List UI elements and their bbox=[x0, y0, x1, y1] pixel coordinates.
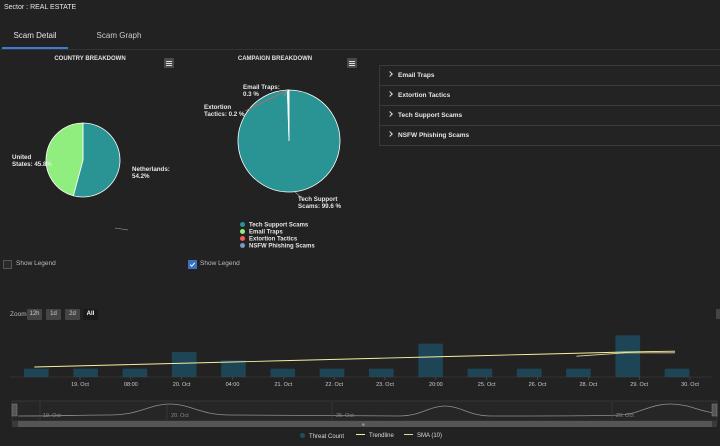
x-axis-tick-label: 21. Oct bbox=[274, 382, 292, 388]
zoom-1d-button[interactable]: 1d bbox=[46, 309, 61, 320]
zoom-2d-button[interactable]: 2d bbox=[65, 309, 80, 320]
chevron-right-icon bbox=[387, 71, 393, 77]
sector-title: Sector : REAL ESTATE bbox=[4, 4, 77, 11]
country-show-legend-label: Show Legend bbox=[16, 260, 56, 267]
accordion-item-extortion-tactics[interactable]: Extortion Tactics bbox=[380, 86, 720, 106]
x-axis-tick-label: 20:00 bbox=[429, 382, 443, 388]
tab-divider bbox=[0, 49, 720, 50]
export-menu-icon[interactable] bbox=[716, 309, 720, 319]
legend-line-icon bbox=[356, 434, 365, 435]
navigator-right-handle[interactable] bbox=[711, 403, 718, 417]
threat-count-bar[interactable] bbox=[270, 368, 296, 377]
country-chart-menu-icon[interactable] bbox=[164, 58, 174, 68]
x-axis-tick-label: 22. Oct bbox=[325, 382, 343, 388]
threat-count-bar[interactable] bbox=[566, 368, 591, 377]
extortion-connector bbox=[244, 90, 287, 112]
pie-slice-extortion-tactics[interactable] bbox=[287, 89, 290, 142]
sma-series bbox=[576, 352, 676, 357]
trendline-series bbox=[34, 350, 676, 368]
legend-dot-icon bbox=[240, 236, 245, 241]
accordion-item-email-traps[interactable]: Email Traps bbox=[380, 66, 720, 86]
zoom-label: Zoom bbox=[10, 311, 27, 318]
navigator-series bbox=[17, 403, 717, 417]
accordion-item-nsfw-phishing-scams[interactable]: NSFW Phishing Scams bbox=[380, 126, 720, 145]
threat-count-bar[interactable] bbox=[319, 368, 345, 377]
x-axis-tick-label: 19. Oct bbox=[71, 382, 89, 388]
label-email-traps: Email Traps: 0.3 % bbox=[243, 84, 280, 98]
tab-scam-detail[interactable]: Scam Detail bbox=[13, 31, 57, 40]
timeline-legend-threat-count[interactable]: Threat Count bbox=[300, 433, 344, 440]
legend-dot-icon bbox=[240, 229, 245, 234]
tab-scam-graph[interactable]: Scam Graph bbox=[96, 31, 142, 40]
campaign-pie-chart bbox=[237, 89, 341, 199]
x-axis-tick-label: 28. Oct bbox=[579, 382, 597, 388]
legend-item[interactable]: NSFW Phishing Scams bbox=[240, 243, 315, 250]
threat-count-bar[interactable] bbox=[369, 368, 394, 377]
campaign-breakdown-title: CAMPAIGN BREAKDOWN bbox=[237, 56, 313, 62]
x-axis-tick-label: 25. Oct bbox=[478, 382, 496, 388]
x-axis-tick-label: 30. Oct bbox=[681, 382, 699, 388]
navigator-frame bbox=[11, 400, 718, 422]
threat-count-bar[interactable] bbox=[467, 368, 493, 377]
zoom-all-button[interactable]: All bbox=[83, 309, 98, 320]
threat-count-bar[interactable] bbox=[171, 352, 197, 377]
campaign-show-legend-label: Show Legend bbox=[200, 260, 240, 267]
timeline-legend-sma[interactable]: SMA (10) bbox=[404, 433, 442, 439]
legend-line-icon bbox=[404, 434, 413, 435]
x-axis-tick-label: 04:00 bbox=[226, 382, 240, 388]
threat-count-bar[interactable] bbox=[418, 343, 443, 377]
legend-dot-icon bbox=[240, 243, 245, 248]
x-axis-tick-label: 08:00 bbox=[124, 382, 138, 388]
country-show-legend-checkbox[interactable] bbox=[3, 260, 12, 269]
email-connector bbox=[283, 89, 289, 97]
label-united-states: United States: 45.8% bbox=[12, 154, 52, 168]
threat-count-bar[interactable] bbox=[664, 368, 690, 377]
threat-count-bar[interactable] bbox=[615, 335, 641, 377]
label-extortion-tactics: Extortion Tactics: 0.2 % bbox=[204, 104, 245, 118]
threat-count-bar[interactable] bbox=[122, 368, 148, 377]
legend-item[interactable]: Email Traps bbox=[240, 229, 315, 236]
navigator-left-handle[interactable] bbox=[11, 403, 18, 417]
chevron-right-icon bbox=[387, 91, 393, 97]
navigator-tick-label: 20. Oct bbox=[171, 413, 189, 419]
navigator-scrollbar-thumb[interactable] bbox=[18, 421, 712, 427]
threat-count-bar[interactable] bbox=[24, 368, 49, 377]
legend-dot-icon bbox=[300, 433, 305, 438]
timeline-legend-trendline[interactable]: Trendline bbox=[356, 433, 394, 439]
legend-dot-icon bbox=[240, 222, 245, 227]
pie-slice-united-states[interactable] bbox=[45, 122, 84, 197]
x-axis-tick-label: 20. Oct bbox=[173, 382, 191, 388]
campaign-show-legend-checkbox[interactable] bbox=[188, 260, 197, 269]
scam-type-accordion: Email Traps Extortion Tactics Tech Suppo… bbox=[379, 65, 720, 146]
country-breakdown-title: COUNTRY BREAKDOWN bbox=[54, 56, 126, 62]
navigator-tick-label: 19. Oct bbox=[43, 413, 61, 419]
timeline-navigator[interactable]: 19. Oct 20. Oct 25. Oct 29. Oct ≡ bbox=[0, 398, 720, 428]
nl-connector bbox=[114, 227, 129, 231]
zoom-12h-button[interactable]: 12h bbox=[27, 309, 42, 320]
navigator-tick-label: 29. Oct bbox=[616, 413, 634, 419]
chevron-right-icon bbox=[387, 131, 393, 137]
legend-item[interactable]: Tech Support Scams bbox=[240, 222, 315, 229]
navigator-tick-label: 25. Oct bbox=[336, 413, 354, 419]
chevron-right-icon bbox=[387, 111, 393, 117]
campaign-chart-menu-icon[interactable] bbox=[347, 58, 357, 68]
label-netherlands: Netherlands: 54.2% bbox=[132, 166, 170, 180]
x-axis-tick-label: 29. Oct bbox=[630, 382, 648, 388]
label-tech-support-scams: Tech Support Scams: 99.6 % bbox=[298, 196, 341, 210]
x-axis-tick-label: 23. Oct bbox=[376, 382, 394, 388]
threat-count-bar[interactable] bbox=[73, 368, 98, 377]
active-tab-indicator bbox=[2, 47, 68, 49]
threat-timeline-chart: 19. Oct 08:00 20. Oct 04:00 21. Oct 22. Oct 23… bbox=[10, 335, 712, 388]
threat-count-bar[interactable] bbox=[221, 360, 246, 377]
accordion-item-tech-support-scams[interactable]: Tech Support Scams bbox=[380, 106, 720, 126]
pie-slice-netherlands[interactable] bbox=[72, 122, 121, 198]
campaign-legend: Tech Support Scams Email Traps Extortion… bbox=[240, 222, 315, 250]
tech-connector bbox=[294, 191, 303, 199]
checkmark-icon bbox=[189, 262, 196, 267]
scroll-grip-icon: ≡ bbox=[362, 423, 365, 429]
x-axis-tick-label: 26. Oct bbox=[529, 382, 547, 388]
threat-count-bar[interactable] bbox=[516, 368, 542, 377]
country-pie-chart bbox=[45, 122, 129, 231]
legend-item[interactable]: Extortion Tactics bbox=[240, 236, 315, 243]
